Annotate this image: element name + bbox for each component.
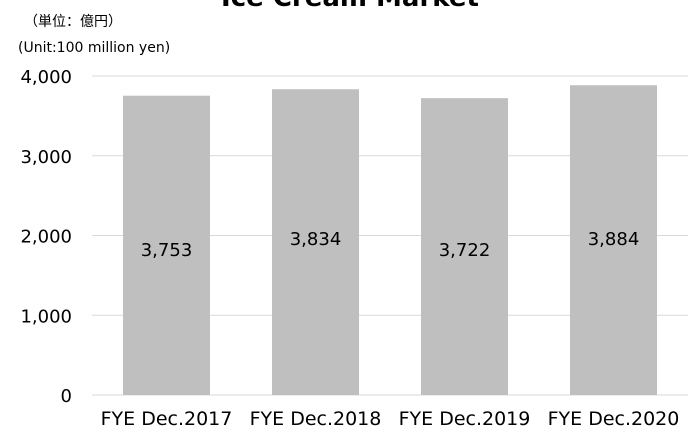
chart-title: Ice Cream Market: [221, 0, 479, 13]
bar: [272, 89, 359, 396]
x-category-label: FYE Dec.2019: [399, 408, 531, 430]
bar-value-label: 3,884: [588, 229, 640, 250]
y-tick-label: 3,000: [20, 147, 72, 168]
data-labels: 3,753 3,834 3,722 3,884: [141, 229, 640, 261]
y-axis-ticks: 0 1,000 2,000 3,000 4,000: [20, 67, 72, 407]
x-category-label: FYE Dec.2020: [548, 408, 680, 430]
y-tick-label: 2,000: [20, 227, 72, 248]
x-category-label: FYE Dec.2017: [101, 408, 233, 430]
bar: [570, 85, 657, 395]
bar: [421, 98, 508, 395]
x-axis-categories: FYE Dec.2017 FYE Dec.2018 FYE Dec.2019 FYE …: [101, 408, 680, 430]
unit-label-ja: （単位：億円）: [24, 14, 122, 30]
bar-value-label: 3,753: [141, 240, 193, 261]
bar-value-label: 3,722: [439, 240, 491, 261]
y-tick-label: 0: [61, 386, 72, 407]
y-tick-label: 1,000: [20, 306, 72, 327]
x-category-label: FYE Dec.2018: [250, 408, 382, 430]
y-tick-label: 4,000: [20, 67, 72, 88]
unit-label-en: (Unit:100 million yen): [18, 40, 170, 56]
bar: [123, 95, 210, 396]
bar-value-label: 3,834: [290, 229, 342, 250]
bars: [123, 85, 657, 396]
